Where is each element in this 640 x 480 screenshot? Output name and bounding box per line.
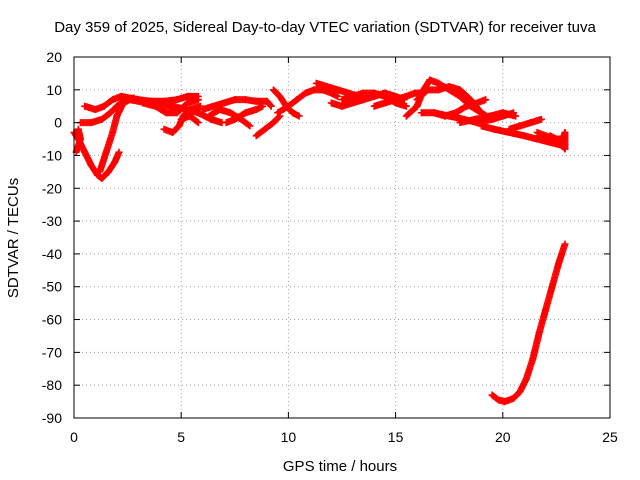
x-tick-label: 10 [281,429,297,445]
y-axis-label: SDTVAR / TECUs [5,178,22,298]
x-tick-label: 5 [177,429,185,445]
y-tick-label: -30 [42,213,62,229]
data-point-marker [334,92,342,100]
series-arc-6 [139,96,202,117]
data-point-marker [482,96,490,104]
y-tick-label: 20 [46,49,62,65]
series-arc-23 [456,109,520,127]
plot-area [70,76,569,406]
data-point-marker [267,102,275,110]
y-tick-label: 0 [54,115,62,131]
x-axis-label: GPS time / hours [283,458,397,475]
data-point-marker [561,240,569,248]
series-arc-2 [72,125,84,156]
data-point-marker [194,119,202,127]
y-tick-label: -90 [42,410,62,426]
x-tick-label: 20 [495,429,511,445]
y-tick-label: -60 [42,312,62,328]
data-point-marker [546,132,554,140]
data-point-marker [115,148,123,156]
axis-ticks: 0 5 10 15 20 25 20 10 0 -10 -20 -30 -40 -50 -60 -70 -80 -… [42,49,618,445]
y-tick-label: -80 [42,377,62,393]
data-point-marker [194,96,202,104]
y-tick-label: -40 [42,246,62,262]
y-tick-label: -20 [42,180,62,196]
series-arc-27 [488,240,569,406]
series-arc-9 [199,96,275,114]
x-tick-label: 0 [70,429,78,445]
data-point-marker [512,112,520,120]
data-point-marker [245,121,253,129]
series-arc-8 [177,112,202,127]
y-tick-label: -50 [42,279,62,295]
data-point-marker [193,118,201,126]
data-point-marker [295,112,303,120]
series-arc-25 [505,115,545,133]
data-point-marker [402,102,410,110]
y-tick-label: -70 [42,344,62,360]
plot-frame [73,56,611,419]
series-arc-20 [413,83,496,123]
data-point-marker [246,122,254,130]
data-point-marker [537,115,545,123]
series-arc-26 [533,128,569,153]
data-point-marker [130,94,138,102]
data-point-marker [74,125,82,133]
series-arc-12 [252,112,284,140]
series-arc-5 [76,94,138,127]
y-tick-label: 10 [46,82,62,98]
data-point-marker [266,101,274,109]
y-tick-label: -10 [42,147,62,163]
x-tick-label: 25 [602,429,618,445]
x-tick-label: 15 [388,429,404,445]
series-arc-11 [222,102,267,127]
data-point-marker [259,102,267,110]
chart-title: Day 359 of 2025, Sidereal Day-to-day VTE… [54,19,596,36]
